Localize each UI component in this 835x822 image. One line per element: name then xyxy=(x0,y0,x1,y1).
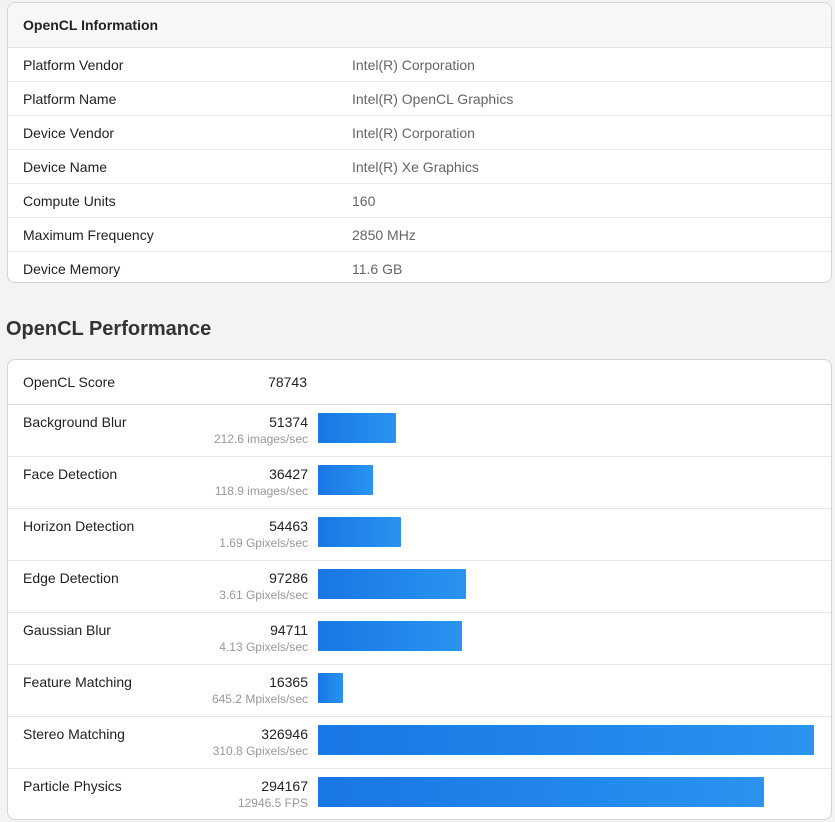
benchmark-row: Particle Physics 294167 12946.5 FPS xyxy=(8,769,831,819)
benchmark-rate: 212.6 images/sec xyxy=(213,432,308,446)
benchmark-bar xyxy=(318,725,814,755)
info-row-value: Intel(R) Corporation xyxy=(352,124,475,141)
benchmark-name: Particle Physics xyxy=(23,778,122,794)
benchmark-row: Feature Matching 16365 645.2 Mpixels/sec xyxy=(8,665,831,717)
benchmark-name: Gaussian Blur xyxy=(23,622,111,638)
benchmark-row: Background Blur 51374 212.6 images/sec xyxy=(8,405,831,457)
opencl-performance-card: OpenCL Score 78743 Background Blur 51374 2… xyxy=(7,359,832,820)
benchmark-name: Feature Matching xyxy=(23,674,132,690)
benchmark-bar xyxy=(318,777,764,807)
info-row-value: 11.6 GB xyxy=(352,260,403,277)
benchmark-row: Face Detection 36427 118.9 images/sec xyxy=(8,457,831,509)
info-row-value: 160 xyxy=(352,192,376,209)
benchmark-score: 36427 xyxy=(269,466,308,482)
benchmark-list: Background Blur 51374 212.6 images/sec Face… xyxy=(8,405,831,819)
info-row-label: Platform Vendor xyxy=(23,56,124,73)
benchmark-row: Horizon Detection 54463 1.69 Gpixels/sec xyxy=(8,509,831,561)
info-row: Device Memory 11.6 GB xyxy=(8,252,831,282)
info-row-label: Maximum Frequency xyxy=(23,226,154,243)
info-row-label: Platform Name xyxy=(23,90,117,107)
benchmark-rate: 310.8 Gpixels/sec xyxy=(212,744,308,758)
benchmark-bar xyxy=(318,465,373,495)
benchmark-score: 97286 xyxy=(269,570,308,586)
benchmark-rate: 3.61 Gpixels/sec xyxy=(219,588,308,602)
info-row-label: Device Name xyxy=(23,158,108,175)
info-row: Platform Vendor Intel(R) Corporation xyxy=(8,48,831,82)
benchmark-rate: 4.13 Gpixels/sec xyxy=(219,640,308,654)
info-row-label: Device Memory xyxy=(23,260,121,277)
info-row: Platform Name Intel(R) OpenCL Graphics xyxy=(8,82,831,116)
info-row-label: Device Vendor xyxy=(23,124,115,141)
benchmark-rate: 1.69 Gpixels/sec xyxy=(219,536,308,550)
benchmark-row: Stereo Matching 326946 310.8 Gpixels/sec xyxy=(8,717,831,769)
benchmark-name: Edge Detection xyxy=(23,570,119,586)
benchmark-score: 16365 xyxy=(269,674,308,690)
benchmark-bar xyxy=(318,673,343,703)
benchmark-row: Gaussian Blur 94711 4.13 Gpixels/sec xyxy=(8,613,831,665)
performance-section-title: OpenCL Performance xyxy=(6,318,212,340)
info-card-title: OpenCL Information xyxy=(8,3,831,48)
benchmark-bar xyxy=(318,413,396,443)
benchmark-score: 94711 xyxy=(270,622,308,638)
benchmark-name: Stereo Matching xyxy=(23,726,125,742)
benchmark-name: Background Blur xyxy=(23,414,127,430)
benchmark-bar xyxy=(318,621,462,651)
info-table: Platform Vendor Intel(R) Corporation Platf… xyxy=(8,48,831,282)
benchmark-rate: 645.2 Mpixels/sec xyxy=(211,692,308,706)
info-row: Device Vendor Intel(R) Corporation xyxy=(8,116,831,150)
benchmark-score: 54463 xyxy=(269,518,308,534)
info-row-value: Intel(R) OpenCL Graphics xyxy=(352,90,514,107)
opencl-information-card: OpenCL Information Platform Vendor Intel(… xyxy=(7,2,832,283)
info-row: Device Name Intel(R) Xe Graphics xyxy=(8,150,831,184)
benchmark-score: 294167 xyxy=(261,778,308,794)
benchmark-rate: 12946.5 FPS xyxy=(237,796,308,810)
benchmark-name: Face Detection xyxy=(23,466,118,482)
benchmark-bar xyxy=(318,569,466,599)
benchmark-name: Horizon Detection xyxy=(23,518,135,534)
info-row-value: 2850 MHz xyxy=(352,226,416,243)
info-row-value: Intel(R) Corporation xyxy=(352,56,475,73)
info-row: Compute Units 160 xyxy=(8,184,831,218)
benchmark-row: Edge Detection 97286 3.61 Gpixels/sec xyxy=(8,561,831,613)
opencl-score-value: 78743 xyxy=(268,374,307,390)
opencl-score-label: OpenCL Score xyxy=(23,374,116,390)
benchmark-score: 326946 xyxy=(261,726,308,742)
info-row-value: Intel(R) Xe Graphics xyxy=(352,158,479,175)
benchmark-bar xyxy=(318,517,401,547)
opencl-score-row: OpenCL Score 78743 xyxy=(8,360,831,405)
info-row: Maximum Frequency 2850 MHz xyxy=(8,218,831,252)
info-row-label: Compute Units xyxy=(23,192,116,209)
benchmark-rate: 118.9 images/sec xyxy=(214,484,308,498)
benchmark-score: 51374 xyxy=(269,414,308,430)
